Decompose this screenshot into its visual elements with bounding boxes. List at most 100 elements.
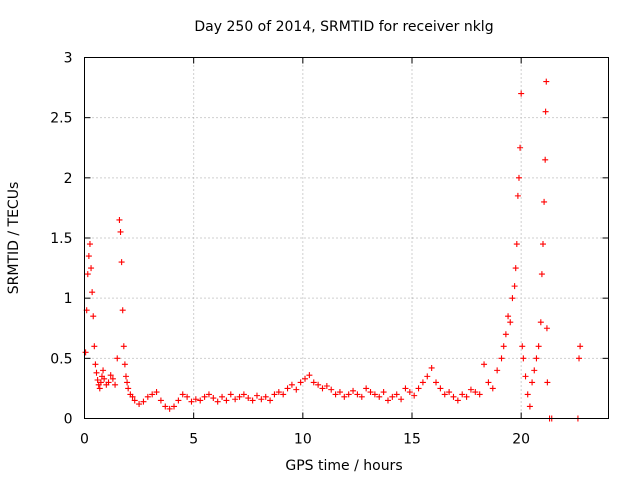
data-point [89, 289, 96, 296]
data-point [179, 391, 186, 398]
data-point [153, 389, 160, 396]
data-point [515, 174, 522, 181]
data-point [267, 397, 274, 404]
data-point [543, 78, 550, 85]
data-point [522, 373, 529, 380]
y-tick-label: 1.5 [50, 231, 72, 247]
data-point [188, 398, 195, 405]
data-point [210, 395, 217, 402]
data-point [541, 198, 548, 205]
data-point [94, 376, 101, 383]
data-point [535, 343, 542, 350]
data-point [393, 391, 400, 398]
data-point [526, 403, 533, 410]
data-point [544, 379, 551, 386]
data-point [433, 379, 440, 386]
data-point [402, 385, 409, 392]
data-point [518, 90, 525, 97]
data-point [184, 393, 191, 400]
y-tick-label: 1 [64, 291, 73, 307]
data-point [363, 385, 370, 392]
data-point [380, 389, 387, 396]
data-point [517, 144, 524, 151]
data-point [498, 355, 505, 362]
data-point [306, 372, 313, 379]
data-point [253, 392, 260, 399]
data-point [197, 397, 204, 404]
data-point [310, 379, 317, 386]
data-point [236, 393, 243, 400]
data-point [109, 375, 116, 382]
data-point [411, 392, 418, 399]
data-point [293, 386, 300, 393]
data-point [121, 361, 128, 368]
y-tick-label: 0.5 [50, 351, 72, 367]
data-point [533, 355, 540, 362]
data-point [214, 398, 221, 405]
data-point [450, 393, 457, 400]
y-tick-label: 2.5 [50, 111, 72, 127]
data-point [519, 343, 526, 350]
data-point [227, 391, 234, 398]
data-point [502, 331, 509, 338]
data-point [258, 396, 265, 403]
data-point [192, 396, 199, 403]
data-point [100, 367, 107, 374]
data-point [332, 391, 339, 398]
data-point [520, 355, 527, 362]
data-point [86, 241, 93, 248]
data-point [509, 295, 516, 302]
data-point [500, 343, 507, 350]
data-point [107, 372, 114, 379]
chart-title: Day 250 of 2014, SRMTID for receiver nkl… [194, 19, 493, 35]
data-point [424, 373, 431, 380]
data-point [116, 216, 123, 223]
data-point [350, 387, 357, 394]
data-point [542, 156, 549, 163]
data-point [82, 349, 89, 356]
data-point [529, 379, 536, 386]
x-tick-label: 15 [403, 432, 421, 448]
data-point [85, 253, 92, 260]
data-point [96, 385, 103, 392]
data-point [467, 386, 474, 393]
data-point [540, 241, 546, 248]
data-point [297, 379, 304, 386]
data-point [284, 385, 291, 392]
data-point [507, 319, 514, 326]
y-tick-label: 0 [64, 412, 73, 428]
data-point [275, 389, 282, 396]
data-point [97, 379, 104, 386]
data-point [419, 379, 426, 386]
data-point [171, 403, 178, 410]
data-point [485, 379, 492, 386]
y-tick-label: 3 [64, 51, 73, 67]
data-point [140, 398, 147, 405]
data-point [157, 397, 164, 404]
x-tick-label: 5 [189, 432, 198, 448]
data-point [114, 355, 121, 362]
data-point [131, 397, 138, 404]
data-point [542, 108, 549, 115]
data-point [524, 391, 531, 398]
data-point [205, 391, 212, 398]
data-point [240, 391, 247, 398]
data-point [459, 391, 466, 398]
x-tick-label: 10 [294, 432, 312, 448]
data-point [120, 343, 127, 350]
data-point [88, 265, 95, 272]
data-point [119, 307, 126, 314]
data-point [118, 259, 125, 266]
data-points [82, 78, 584, 422]
data-point [232, 396, 239, 403]
data-point [398, 396, 405, 403]
data-point [175, 397, 182, 404]
x-axis-label: GPS time / hours [285, 458, 402, 474]
data-point [249, 397, 256, 404]
data-point [543, 325, 550, 332]
data-point [489, 385, 496, 392]
data-point [531, 367, 538, 374]
data-point [223, 397, 230, 404]
